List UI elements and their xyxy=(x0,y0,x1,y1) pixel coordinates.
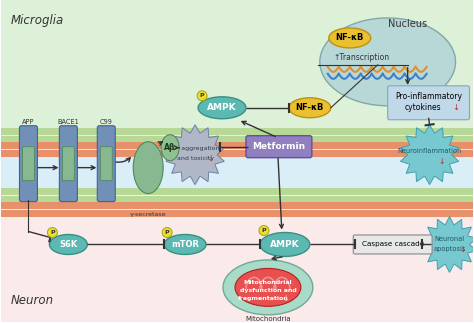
Ellipse shape xyxy=(320,18,456,106)
Text: BACE1: BACE1 xyxy=(57,119,79,125)
Text: γ-secretase: γ-secretase xyxy=(130,212,166,216)
Text: Microglia: Microglia xyxy=(10,14,64,27)
FancyBboxPatch shape xyxy=(388,86,470,120)
Bar xyxy=(0,150,474,157)
Text: dysfunction and: dysfunction and xyxy=(239,288,296,293)
Bar xyxy=(0,136,474,143)
Text: APP: APP xyxy=(22,119,35,125)
Bar xyxy=(0,188,474,194)
Text: ↓: ↓ xyxy=(459,245,465,254)
Text: AMPK: AMPK xyxy=(207,103,237,112)
Bar xyxy=(0,194,474,322)
Ellipse shape xyxy=(329,28,371,48)
FancyBboxPatch shape xyxy=(97,126,115,202)
FancyBboxPatch shape xyxy=(100,147,112,181)
Text: Nucleus: Nucleus xyxy=(388,19,427,29)
Ellipse shape xyxy=(289,98,331,118)
Bar xyxy=(0,210,474,216)
Text: NF-κB: NF-κB xyxy=(296,103,324,112)
Text: Aβ aggregation: Aβ aggregation xyxy=(171,146,219,151)
FancyBboxPatch shape xyxy=(63,147,74,181)
Text: ↓: ↓ xyxy=(452,103,459,112)
Text: mTOR: mTOR xyxy=(171,240,199,249)
Text: P: P xyxy=(50,230,55,235)
Ellipse shape xyxy=(260,233,310,256)
Text: ↓: ↓ xyxy=(208,154,214,163)
Circle shape xyxy=(162,227,172,237)
Text: Pro-inflammatory: Pro-inflammatory xyxy=(395,92,462,101)
Bar xyxy=(0,135,474,194)
Ellipse shape xyxy=(164,234,206,255)
Bar xyxy=(0,128,474,135)
Ellipse shape xyxy=(223,260,313,315)
Text: and toxicity: and toxicity xyxy=(177,156,214,161)
Text: cytokines: cytokines xyxy=(404,103,441,112)
Text: Neuron: Neuron xyxy=(10,294,54,307)
Text: fragmentation: fragmentation xyxy=(237,296,288,301)
Bar xyxy=(0,0,474,135)
Text: NF-κB: NF-κB xyxy=(336,33,364,42)
Text: Neuronal: Neuronal xyxy=(435,236,465,243)
Text: P: P xyxy=(165,230,170,235)
Text: ↑Transcription: ↑Transcription xyxy=(334,53,390,62)
Text: Aβ: Aβ xyxy=(164,143,176,152)
Text: Mitochondria: Mitochondria xyxy=(245,316,291,322)
Text: AMPK: AMPK xyxy=(270,240,300,249)
Bar xyxy=(0,202,474,209)
Ellipse shape xyxy=(161,135,179,161)
Ellipse shape xyxy=(235,268,301,306)
Bar xyxy=(0,142,474,149)
Ellipse shape xyxy=(133,142,163,193)
FancyBboxPatch shape xyxy=(246,136,312,158)
Circle shape xyxy=(259,225,269,235)
Circle shape xyxy=(197,91,207,101)
Bar xyxy=(0,196,474,203)
Text: P: P xyxy=(262,228,266,233)
Polygon shape xyxy=(166,125,224,185)
Text: ↓: ↓ xyxy=(283,294,289,303)
FancyBboxPatch shape xyxy=(22,147,35,181)
FancyBboxPatch shape xyxy=(59,126,77,202)
FancyBboxPatch shape xyxy=(353,235,432,254)
Text: P: P xyxy=(200,93,204,98)
Text: C99: C99 xyxy=(100,119,113,125)
Text: ↓: ↓ xyxy=(438,157,445,166)
Circle shape xyxy=(47,227,57,237)
Polygon shape xyxy=(422,216,474,272)
Polygon shape xyxy=(401,125,459,185)
Text: S6K: S6K xyxy=(59,240,77,249)
Ellipse shape xyxy=(198,97,246,119)
Text: Caspase cascade: Caspase cascade xyxy=(362,242,424,247)
Text: Neuroinflammation: Neuroinflammation xyxy=(397,148,462,154)
Ellipse shape xyxy=(49,234,87,255)
FancyBboxPatch shape xyxy=(19,126,37,202)
Text: apoptosis: apoptosis xyxy=(433,246,466,253)
Text: Mitochondrial: Mitochondrial xyxy=(244,280,292,285)
Text: Metformin: Metformin xyxy=(252,142,305,151)
